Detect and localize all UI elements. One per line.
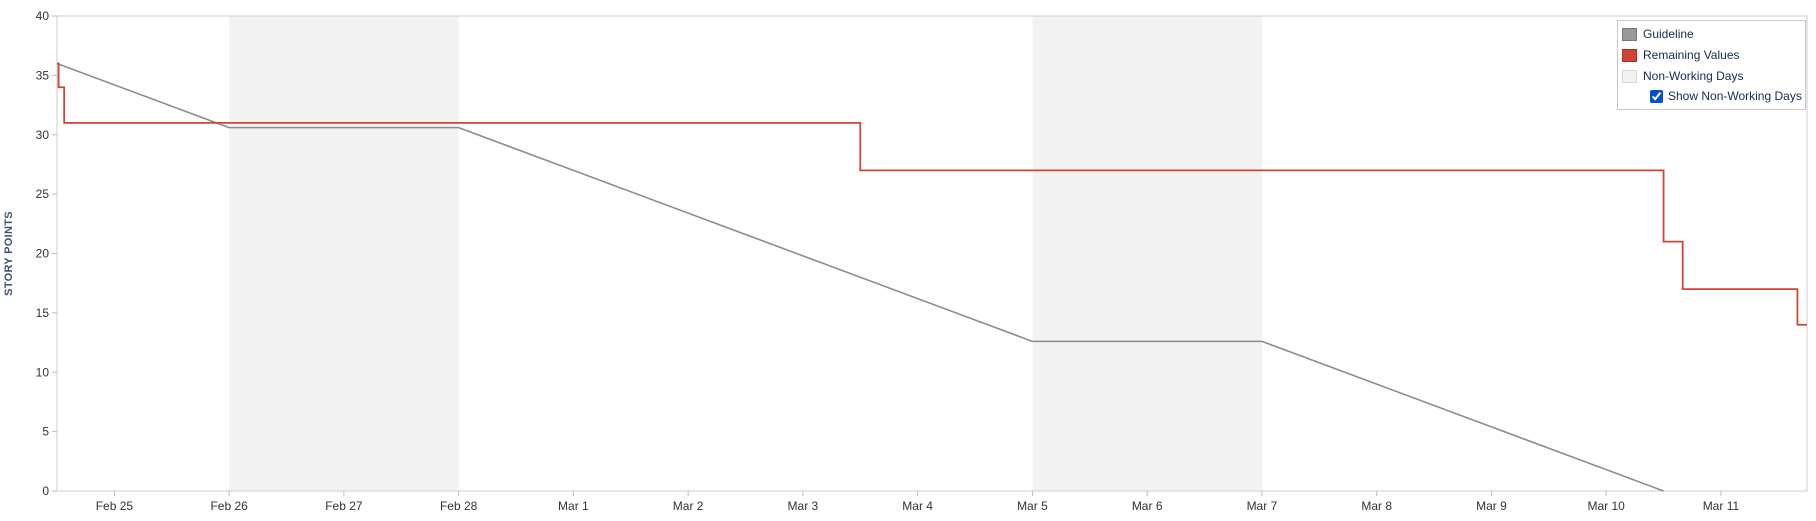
- y-tick-label-2: 10: [36, 365, 50, 379]
- y-tick-label-3: 15: [36, 306, 50, 320]
- show-non-working-days-toggle[interactable]: Show Non-Working Days: [1650, 89, 1802, 103]
- y-axis-label: STORY POINTS: [3, 211, 15, 296]
- legend-swatch-guideline: [1622, 27, 1637, 41]
- y-tick-label-5: 25: [36, 187, 50, 201]
- legend-item-guideline: Guideline: [1622, 26, 1694, 42]
- x-tick-label-11: Mar 8: [1361, 499, 1392, 513]
- legend-swatch-non-working-days: [1622, 69, 1637, 83]
- legend-item-non-working-days: Non-Working Days: [1622, 68, 1743, 84]
- non-working-days-band-1: [1032, 16, 1262, 491]
- x-tick-label-5: Mar 2: [673, 499, 704, 513]
- legend-label-non-working-days: Non-Working Days: [1643, 69, 1744, 83]
- x-tick-label-8: Mar 5: [1017, 499, 1048, 513]
- y-tick-label-6: 30: [36, 128, 50, 142]
- x-tick-label-7: Mar 4: [902, 499, 933, 513]
- chart-legend: Guideline Remaining Values Non-Working D…: [1617, 20, 1806, 110]
- legend-label-remaining-values: Remaining Values: [1643, 48, 1740, 62]
- series-line-remaining-values: [57, 62, 1807, 326]
- x-tick-label-13: Mar 10: [1588, 499, 1626, 513]
- x-tick-label-14: Mar 11: [1703, 499, 1740, 513]
- legend-label-guideline: Guideline: [1643, 27, 1694, 41]
- show-non-working-days-checkbox[interactable]: [1650, 89, 1663, 103]
- x-tick-label-2: Feb 27: [325, 499, 363, 513]
- y-tick-label-0: 0: [42, 484, 49, 498]
- series-line-guideline: [56, 62, 1664, 492]
- legend-item-remaining-values: Remaining Values: [1622, 47, 1740, 63]
- y-tick-label-8: 40: [36, 9, 50, 23]
- x-tick-label-9: Mar 6: [1132, 499, 1163, 513]
- y-tick-label-4: 20: [36, 247, 50, 261]
- x-tick-label-10: Mar 7: [1247, 499, 1278, 513]
- x-tick-label-3: Feb 28: [440, 499, 478, 513]
- y-tick-label-7: 35: [36, 68, 50, 82]
- non-working-days-band-0: [229, 16, 459, 491]
- y-tick-label-1: 5: [42, 425, 49, 439]
- legend-swatch-remaining-values: [1622, 48, 1637, 62]
- show-non-working-days-label: Show Non-Working Days: [1668, 89, 1802, 103]
- x-tick-label-1: Feb 26: [210, 499, 248, 513]
- x-tick-label-0: Feb 25: [96, 499, 134, 513]
- x-tick-label-4: Mar 1: [558, 499, 589, 513]
- x-tick-label-12: Mar 9: [1476, 499, 1507, 513]
- x-tick-label-6: Mar 3: [788, 499, 819, 513]
